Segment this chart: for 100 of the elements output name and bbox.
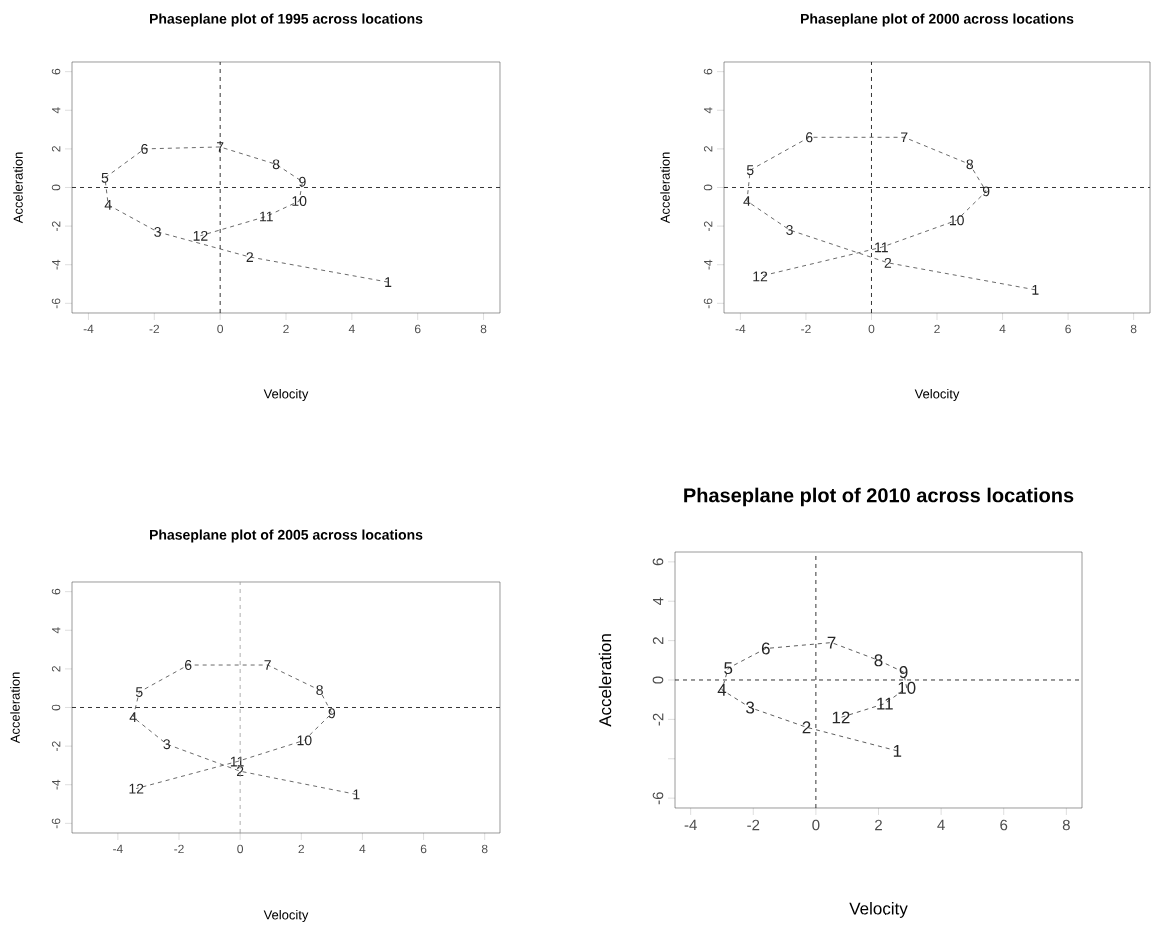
x-tick-label: 2 [934, 324, 940, 334]
x-tick-label: -2 [174, 844, 184, 854]
annotation: 6 [184, 660, 192, 670]
annotation: 4 [104, 200, 112, 210]
annotation: 11 [875, 242, 888, 253]
y-tick-label: 2 [51, 666, 61, 672]
annotation: 6 [761, 642, 770, 655]
y-tick-label: 4 [704, 107, 713, 114]
annotation: 8 [272, 159, 280, 170]
x-tick-label: 8 [480, 324, 487, 334]
x-tick-label: 0 [868, 324, 875, 334]
x-tick-label: 8 [1130, 324, 1137, 334]
y-tick-label: 6 [51, 588, 61, 595]
x-axis-title: Velocity [849, 902, 908, 918]
annotation: 3 [154, 226, 161, 237]
annotation: 3 [786, 225, 793, 235]
y-tick-label: 2 [703, 146, 713, 152]
annotation: 7 [216, 142, 224, 152]
annotation: 12 [193, 230, 208, 241]
x-tick-label: 0 [812, 819, 820, 831]
y-tick-label: -6 [51, 298, 61, 309]
x-tick-label: 6 [414, 324, 421, 334]
annotation: 9 [328, 708, 336, 719]
annotation: 2 [246, 252, 253, 262]
y-axis-title: Acceleration [13, 152, 23, 224]
annotation: 7 [264, 660, 271, 670]
annotation: 11 [877, 697, 893, 710]
annotation: 8 [874, 654, 883, 667]
x-tick-label: 4 [937, 819, 945, 831]
y-tick-label: 0 [51, 704, 61, 711]
x-tick-label: 6 [1000, 819, 1008, 831]
x-tick-label: 2 [298, 844, 305, 854]
x-tick-label: 8 [481, 844, 488, 854]
annotation: 10 [297, 735, 312, 746]
y-tick-label: -2 [652, 713, 664, 726]
chart-title: Phaseplane plot of 2000 across locations [801, 13, 1074, 27]
x-tick-label: -4 [684, 819, 697, 831]
annotation: 8 [316, 685, 323, 696]
x-tick-label: 4 [999, 324, 1006, 333]
y-tick-label: 0 [652, 676, 664, 684]
annotation: 1 [1032, 285, 1039, 295]
annotation: 7 [827, 636, 836, 649]
x-tick-label: -4 [83, 324, 94, 333]
x-tick-label: 0 [217, 324, 224, 334]
y-tick-label: 6 [652, 558, 664, 566]
annotation: 3 [746, 701, 755, 714]
annotation: 7 [901, 132, 908, 143]
y-tick-label: 0 [51, 184, 61, 191]
annotation: 9 [899, 666, 908, 679]
annotation: 12 [832, 711, 850, 724]
x-axis-title: Velocity [914, 388, 960, 402]
annotation: 5 [746, 165, 754, 176]
annotation: 6 [141, 143, 148, 154]
x-tick-label: 0 [237, 844, 244, 854]
annotation: 2 [236, 766, 244, 777]
annotation: 10 [949, 215, 964, 226]
x-axis-title: Velocity [263, 388, 309, 402]
annotation: 1 [385, 277, 392, 287]
x-tick-label: 4 [348, 324, 355, 333]
x-tick-label: -2 [149, 324, 160, 334]
x-tick-label: -2 [747, 819, 760, 831]
annotation: 1 [353, 789, 360, 800]
annotation: 4 [717, 684, 727, 696]
x-tick-label: 2 [283, 324, 289, 334]
y-tick-label: 2 [51, 146, 61, 152]
y-axis-title: Acceleration [598, 634, 612, 727]
x-tick-label: 6 [1065, 324, 1071, 334]
y-axis-title: Acceleration [10, 672, 20, 744]
x-tick-label: 4 [359, 844, 366, 853]
annotation: 3 [163, 739, 171, 750]
y-tick-label: 6 [703, 68, 713, 75]
annotation: 10 [898, 681, 916, 694]
y-tick-label: 4 [652, 597, 664, 606]
y-axis-title: Acceleration [660, 152, 670, 224]
y-tick-label: 6 [51, 68, 61, 75]
annotation: 2 [802, 721, 811, 734]
chart-title: Phaseplane plot of 2005 across locations [150, 529, 423, 543]
annotation: 6 [806, 132, 813, 143]
y-tick-label: 2 [652, 637, 664, 645]
y-tick-label: -4 [704, 259, 713, 270]
annotation: 2 [884, 257, 892, 268]
y-tick-label: -2 [51, 741, 61, 751]
x-tick-label: 2 [875, 819, 882, 831]
y-tick-label: -2 [703, 221, 713, 231]
annotation: 9 [299, 176, 306, 187]
annotation: 4 [129, 712, 137, 722]
y-tick-label: -2 [51, 221, 61, 231]
y-tick-label: 4 [52, 107, 61, 114]
annotation: 11 [230, 756, 244, 767]
y-tick-label: -6 [703, 298, 713, 309]
annotation: 11 [260, 211, 273, 222]
annotation: 5 [724, 662, 733, 675]
y-tick-label: 0 [703, 184, 713, 191]
y-tick-label: -4 [52, 779, 61, 790]
annotation: 8 [966, 159, 974, 170]
annotation: 5 [135, 687, 143, 697]
x-tick-label: 6 [420, 844, 427, 854]
x-tick-label: -4 [735, 324, 746, 333]
x-tick-label: -4 [113, 844, 123, 853]
annotation: 1 [893, 745, 902, 757]
